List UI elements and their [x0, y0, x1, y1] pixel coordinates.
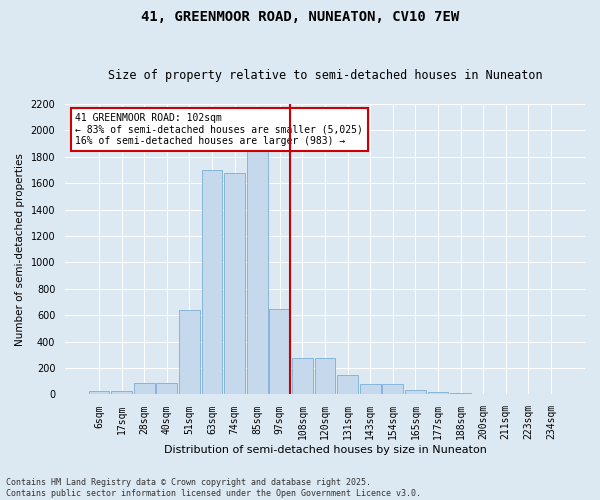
Text: 41, GREENMOOR ROAD, NUNEATON, CV10 7EW: 41, GREENMOOR ROAD, NUNEATON, CV10 7EW: [141, 10, 459, 24]
Text: 41 GREENMOOR ROAD: 102sqm
← 83% of semi-detached houses are smaller (5,025)
16% : 41 GREENMOOR ROAD: 102sqm ← 83% of semi-…: [76, 112, 364, 146]
Y-axis label: Number of semi-detached properties: Number of semi-detached properties: [15, 153, 25, 346]
Text: Contains HM Land Registry data © Crown copyright and database right 2025.
Contai: Contains HM Land Registry data © Crown c…: [6, 478, 421, 498]
Bar: [450, 393, 471, 394]
Bar: [269, 308, 290, 394]
Bar: [247, 117, 268, 394]
Bar: [134, 382, 155, 394]
X-axis label: Distribution of semi-detached houses by size in Nuneaton: Distribution of semi-detached houses by …: [164, 445, 487, 455]
Bar: [89, 390, 109, 394]
Bar: [405, 390, 426, 394]
Bar: [111, 390, 132, 394]
Bar: [428, 392, 448, 394]
Bar: [224, 172, 245, 394]
Bar: [157, 382, 177, 394]
Title: Size of property relative to semi-detached houses in Nuneaton: Size of property relative to semi-detach…: [108, 69, 542, 82]
Bar: [382, 384, 403, 394]
Bar: [179, 310, 200, 394]
Bar: [360, 384, 380, 394]
Bar: [202, 170, 223, 394]
Bar: [314, 358, 335, 395]
Bar: [292, 358, 313, 395]
Bar: [337, 374, 358, 394]
